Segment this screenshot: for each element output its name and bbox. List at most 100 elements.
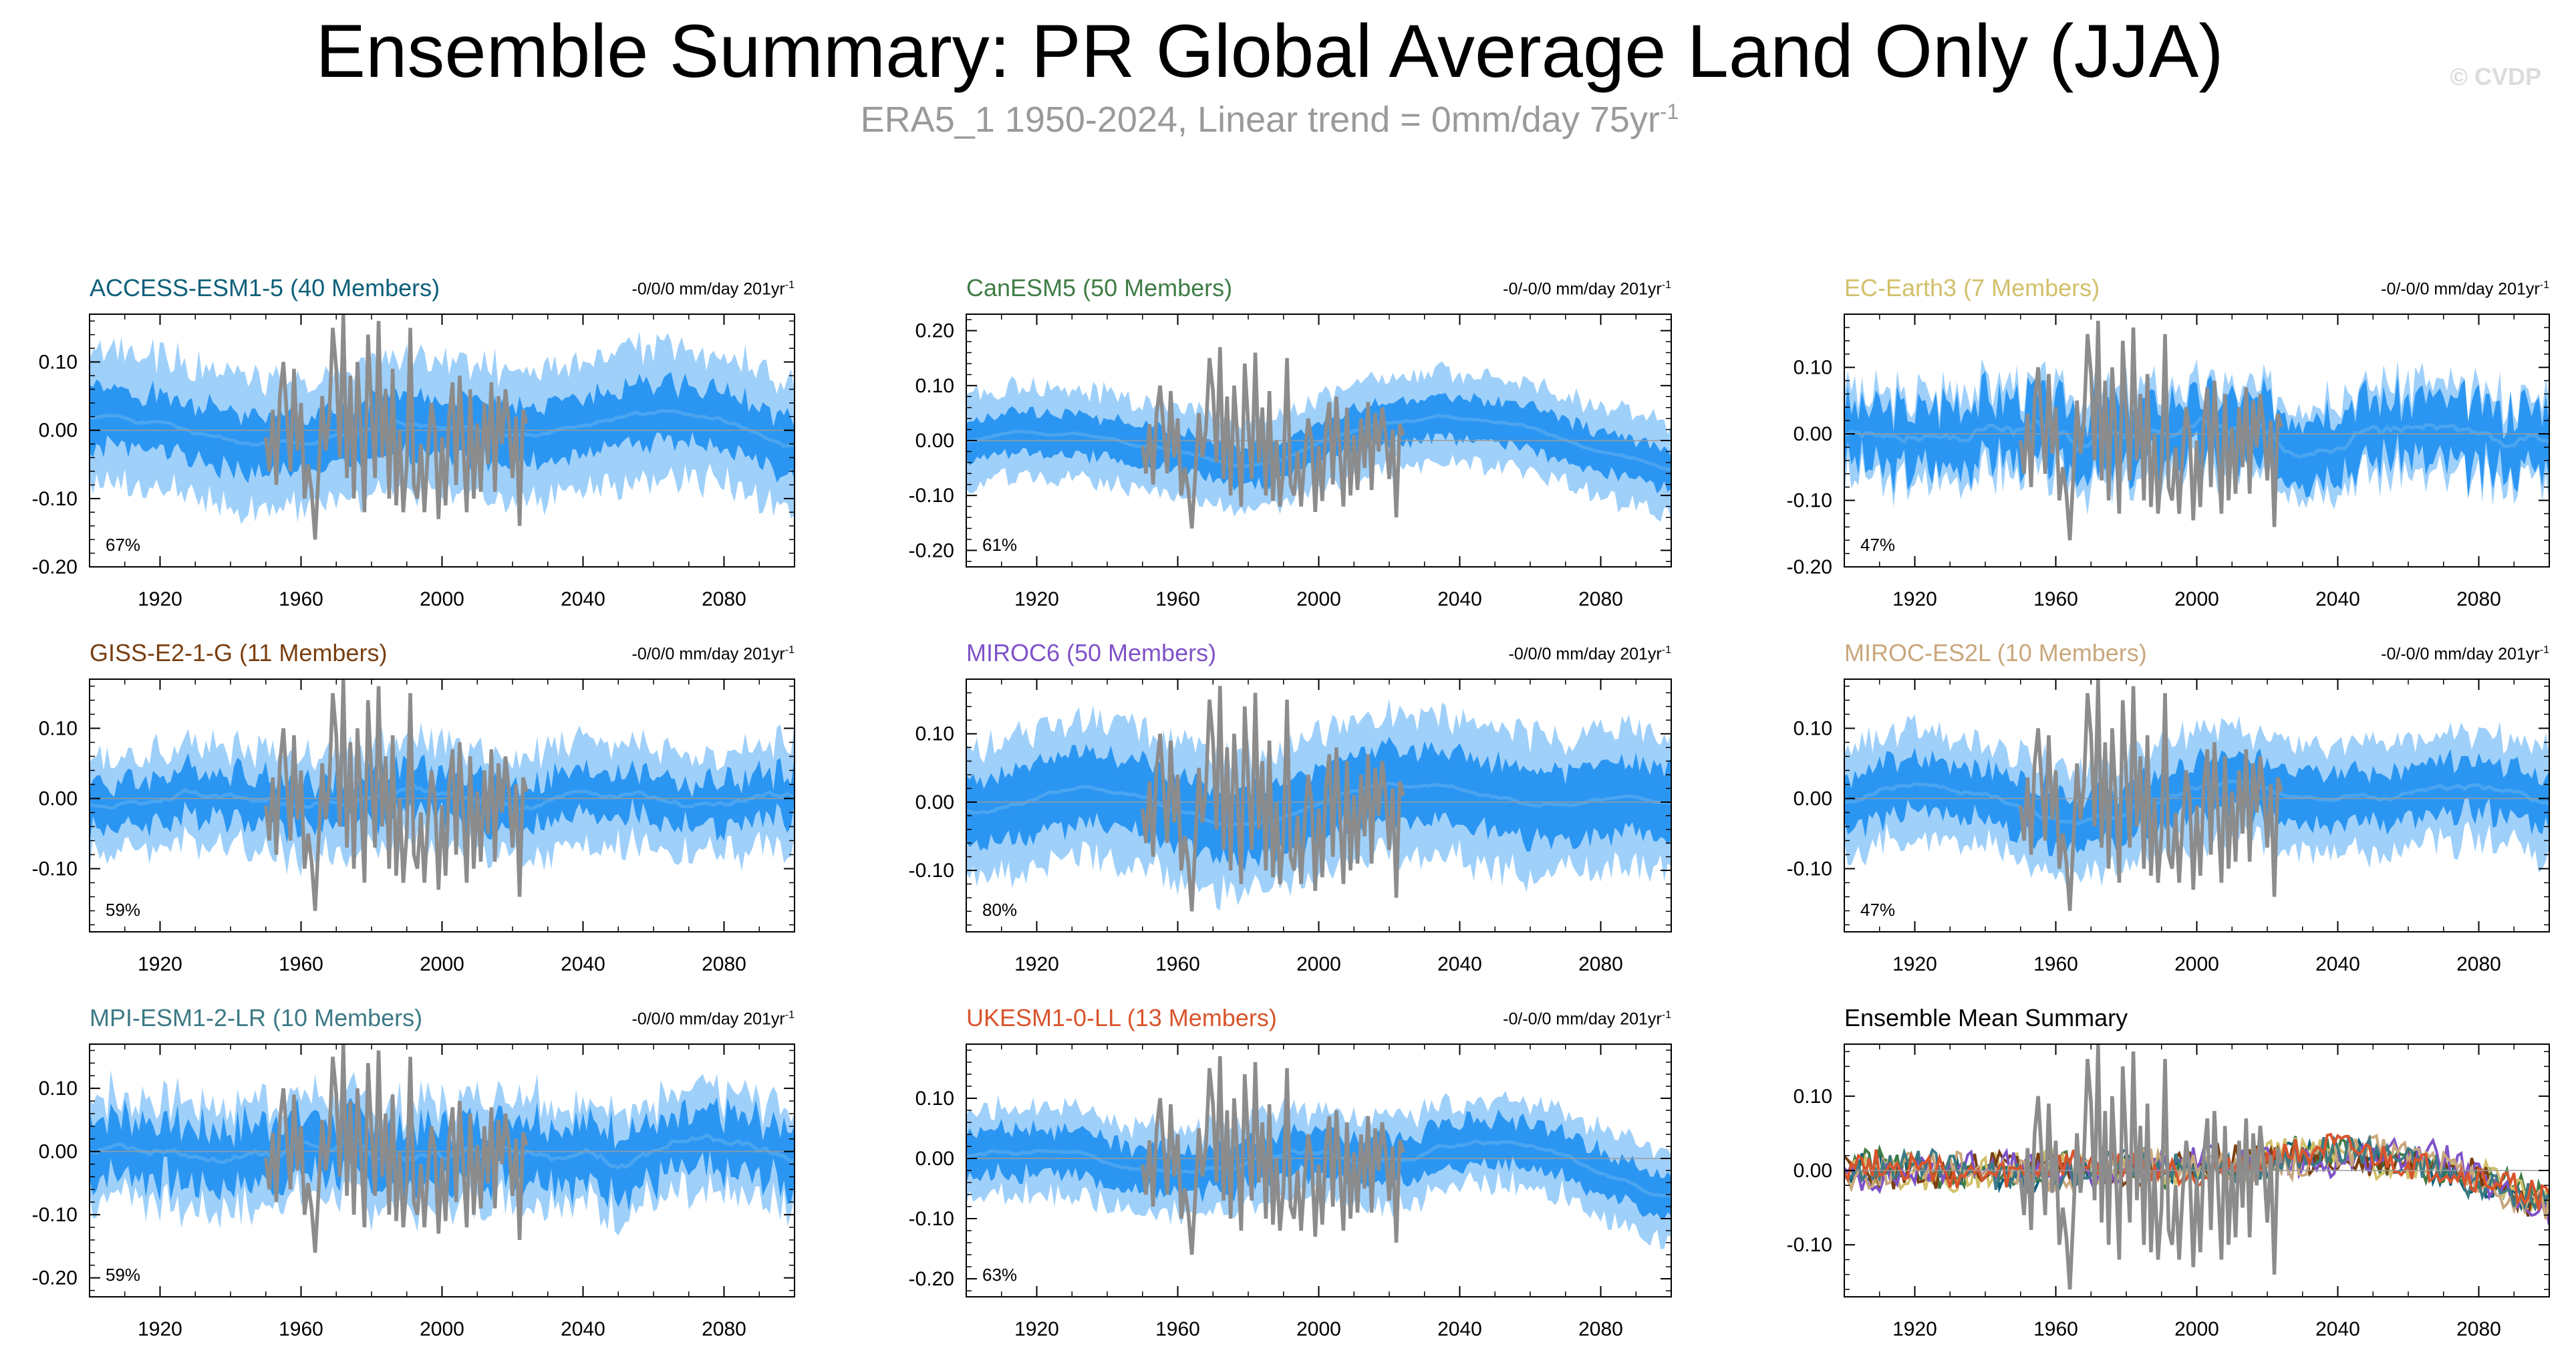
x-tick-label: 2040 [561,588,605,610]
chart-panel: 1920 1960 2000 2040 2080 -0.20 -0.10 0.00 0.10 0.… [909,314,1672,610]
panel-title: Ensemble Mean Summary [1844,1004,2128,1031]
y-tick-label: -0.10 [1787,858,1832,880]
y-tick-label: -0.20 [32,556,78,578]
y-tick-label: -0.10 [1787,1234,1832,1256]
x-tick-label: 2080 [702,588,746,610]
panel-trend-label: -0/0/0 mm/day 201yr-1 [632,1009,795,1029]
percent-label: 59% [106,900,140,920]
subtitle-exponent: -1 [1659,100,1679,124]
percent-label: 67% [106,535,140,555]
page-title: Ensemble Summary: PR Global Average Land… [315,9,2224,93]
trend-exponent: -1 [1661,1009,1671,1021]
x-tick-label: 2040 [1437,953,1482,975]
x-tick-label: 2000 [2174,953,2219,975]
plot-content [90,1044,795,1253]
x-tick-label: 2080 [1578,1318,1623,1340]
panel-trend-label: -0/-0/0 mm/day 201yr-1 [2381,644,2549,664]
panel-title: MIROC-ES2L (10 Members) [1844,639,2147,666]
y-tick-label: 0.10 [915,375,954,397]
observed-line [264,314,529,540]
percent-label: 61% [982,535,1017,555]
trend-exponent: -1 [784,644,795,656]
x-tick-label: 2000 [420,1318,464,1340]
y-tick-label: 0.00 [915,1148,954,1170]
y-tick-label: -0.20 [1787,556,1832,578]
plot-area: 1920 1960 2000 2040 2080 -0.20 -0.10 0.00 0.10 0.… [909,314,1672,610]
x-tick-label: 1920 [138,1318,182,1340]
x-tick-label: 1960 [1155,953,1200,975]
y-tick-label: 0.00 [39,788,78,810]
y-tick-label: 0.10 [39,1078,78,1100]
panel-trend-label: -0/0/0 mm/day 201yr-1 [632,279,795,299]
percent-label: 63% [982,1265,1017,1285]
y-tick-label: 0.00 [915,791,954,814]
y-tick-label: -0.20 [909,539,954,562]
plot-content [1844,1044,2549,1290]
trend-text: -0/-0/0 mm/day 201yr [1503,1009,1662,1029]
observed-line [1141,347,1405,529]
plot-area: 1920 1960 2000 2040 2080 -0.20 -0.10 0.00 0.10 67… [32,314,795,610]
percent-label: 47% [1860,535,1895,555]
y-tick-label: -0.10 [32,1204,78,1226]
percent-label: 59% [106,1265,140,1285]
panel-title: MIROC6 (50 Members) [966,639,1217,666]
observed-line [2019,1044,2283,1290]
x-tick-label: 1960 [1155,588,1200,610]
observed-line [1141,1056,1405,1255]
plot-area: 1920 1960 2000 2040 2080 -0.10 0.00 0.10 80% [909,678,1672,975]
y-tick-label: -0.10 [32,488,78,510]
x-tick-label: 1920 [1892,1318,1937,1340]
x-tick-label: 1960 [2033,1318,2078,1340]
y-tick-label: -0.10 [909,1208,954,1230]
percent-label: 80% [982,900,1017,920]
x-tick-label: 1920 [1892,953,1937,975]
chart-panel: 1920 1960 2000 2040 2080 -0.20 -0.10 0.00 0.10 59… [32,1043,795,1340]
chart-panel: 1920 1960 2000 2040 2080 -0.10 0.00 0.10 80% [909,678,1672,975]
trend-exponent: -1 [2539,644,2549,656]
plot-area: 1920 1960 2000 2040 2080 -0.20 -0.10 0.00 0.10 47… [1787,314,2550,610]
y-tick-label: -0.20 [32,1267,78,1289]
plot-area: 1920 1960 2000 2040 2080 -0.20 -0.10 0.00 0.10 63… [909,1043,1672,1340]
x-tick-label: 2000 [1296,953,1341,975]
x-tick-label: 2000 [2174,588,2219,610]
x-tick-label: 1920 [1014,1318,1059,1340]
x-tick-label: 2000 [1296,1318,1341,1340]
observed-line [264,1044,529,1253]
panel-title: ACCESS-ESM1-5 (40 Members) [90,274,440,301]
cvdp-watermark: © CVDP [2450,63,2541,90]
y-tick-label: 0.00 [39,420,78,442]
trend-text: -0/-0/0 mm/day 201yr [1503,279,1662,299]
trend-text: -0/0/0 mm/day 201yr [1508,644,1662,664]
panel-trend-label: -0/-0/0 mm/day 201yr-1 [1503,1009,1671,1029]
x-tick-label: 1920 [1892,588,1937,610]
x-tick-label: 2000 [420,588,464,610]
x-tick-label: 1960 [279,588,323,610]
plot-content [966,1056,1671,1255]
trend-exponent: -1 [1661,644,1671,656]
ensemble-mean-line [90,1133,795,1170]
trend-text: -0/0/0 mm/day 201yr [631,644,785,664]
plot-area: 1920 1960 2000 2040 2080 -0.10 0.00 0.10 [1787,1043,2550,1340]
y-tick-label: 0.20 [915,320,954,342]
y-tick-label: 0.00 [1794,788,1832,810]
x-tick-label: 2080 [702,1318,746,1340]
x-tick-label: 2040 [2315,1318,2360,1340]
ensemble-mean-line [90,783,795,812]
plot-content [1844,679,2549,911]
x-tick-label: 1960 [2033,953,2078,975]
observed-line [2019,320,2283,541]
x-tick-label: 1960 [2033,588,2078,610]
x-tick-label: 2040 [561,953,605,975]
x-tick-label: 1960 [279,1318,323,1340]
chart-panel: 1920 1960 2000 2040 2080 -0.10 0.00 0.10 47% [1787,678,2550,975]
plot-area: 1920 1960 2000 2040 2080 -0.20 -0.10 0.00 0.10 59… [32,1043,795,1340]
y-tick-label: 0.10 [39,352,78,374]
trend-exponent: -1 [784,279,795,291]
plot-content [966,686,1671,912]
ensemble-iqr-band [1844,747,2549,856]
trend-exponent: -1 [2539,279,2549,291]
ensemble-mean-line [966,781,1671,827]
x-tick-label: 2040 [561,1318,605,1340]
panel-trend-label: -0/-0/0 mm/day 201yr-1 [1503,279,1671,299]
x-tick-label: 2040 [2315,588,2360,610]
